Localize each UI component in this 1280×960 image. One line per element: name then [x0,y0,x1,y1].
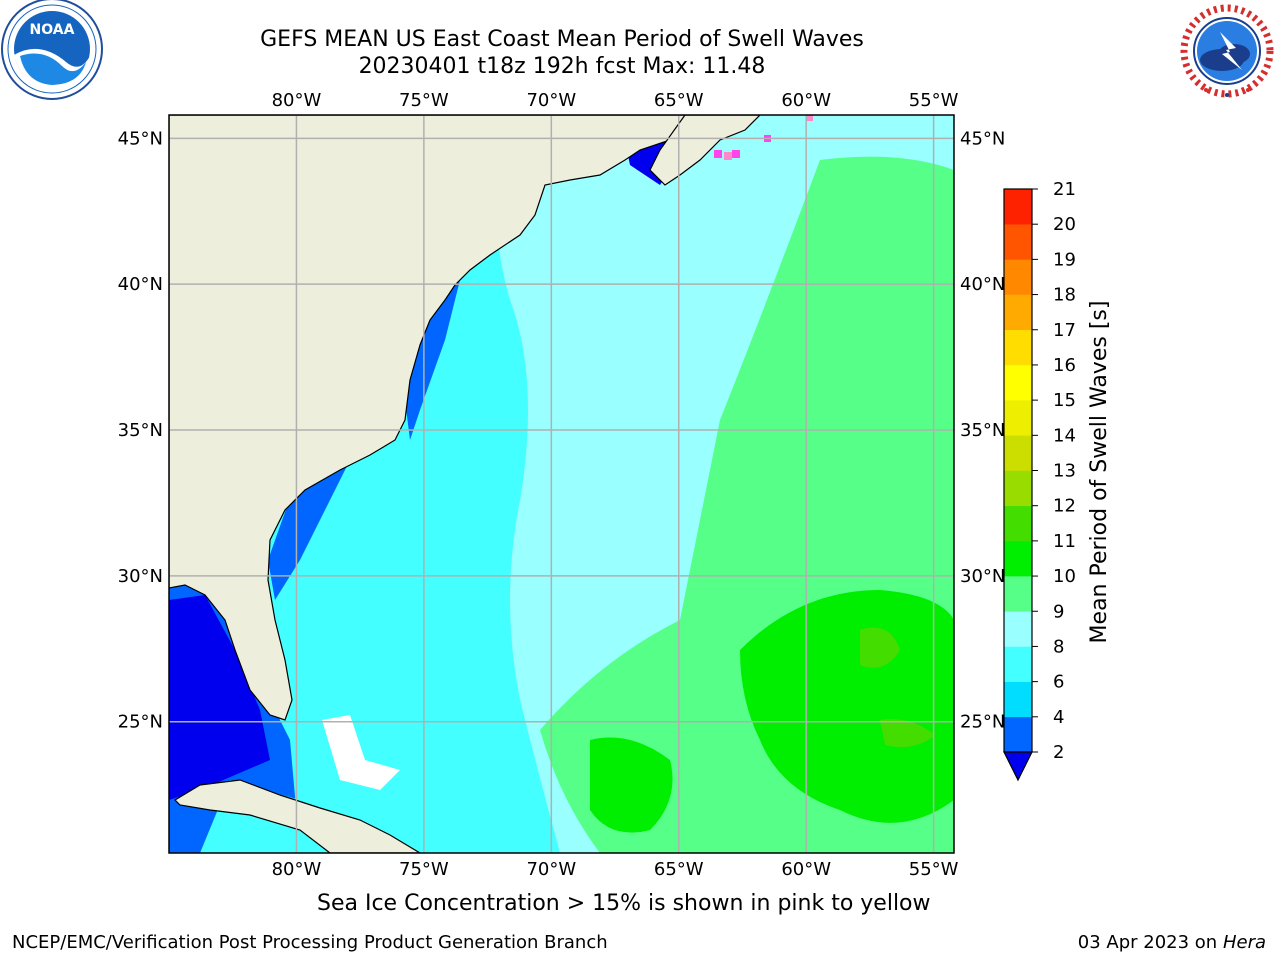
coastal-2-4s-band [268,440,360,600]
ocean-10-11s-patch [590,737,673,833]
lon-label-bottom: 75°W [399,859,449,880]
colorbar-segment [1004,329,1032,366]
sea-ice-pixel [732,150,740,158]
colorbar-tick-label: 4 [1053,707,1064,728]
bahamas-bank-nodata [322,715,400,790]
lon-label-top: 75°W [399,90,449,111]
colorbar-segment [1004,470,1032,506]
colorbar-segment [1004,611,1032,647]
colorbar-tick-label: 8 [1053,636,1064,657]
colorbar-segment [1004,505,1032,542]
footer-date-text: 03 Apr 2023 on [1077,932,1223,953]
colorbar-segment [1004,435,1032,471]
lat-label-left: 35°N [118,420,163,441]
colorbar: 2 4 6 8 9 10 11 12 13 14 15 16 17 18 19 20 21 [1003,179,1076,782]
nova-scotia-land [649,115,761,186]
lon-label-top: 55°W [909,90,959,111]
footer-date: 03 Apr 2023 on Hera [1078,932,1266,954]
colorbar-segment [1004,540,1032,577]
colorbar-tick-label: 15 [1053,390,1076,411]
colorbar-tick-label: 9 [1053,601,1064,622]
colorbar-segment [1004,400,1032,436]
lat-label-right: 30°N [960,566,1005,587]
coastal-2-4s-band [405,280,460,440]
lon-label-top: 65°W [654,90,704,111]
colorbar-segment [1004,681,1032,718]
map-frame [168,114,955,854]
svg-text:NOAA: NOAA [30,22,75,38]
lon-label-top: 80°W [272,90,322,111]
colorbar-tick-label: 11 [1053,531,1076,552]
colorbar-tick-label: 18 [1053,285,1076,306]
gulf-under-2s-field [169,595,270,800]
sea-ice-pixel [714,150,722,158]
footer-machine: Hera [1222,932,1266,953]
footer-branch: NCEP/EMC/Verification Post Processing Pr… [12,932,608,953]
lon-label-bottom: 65°W [654,859,704,880]
colorbar-tick-label: 19 [1053,249,1076,270]
cuba-land [174,779,422,853]
colorbar-segment [1004,259,1032,295]
lat-label-right: 25°N [960,712,1005,733]
sea-ice-note: Sea Ice Concentration > 15% is shown in … [317,891,931,916]
graticule [169,115,954,853]
lat-label-right: 35°N [960,420,1005,441]
sea-ice-pixel [724,152,732,160]
colorbar-segment [1004,576,1032,612]
colorbar-tick-label: 20 [1053,214,1076,235]
chart-subtitle: 20230401 t18z 192h fcst Max: 11.48 [358,54,766,79]
lat-label-left: 25°N [118,712,163,733]
colorbar-segment [1004,716,1032,753]
us-east-coast-land [169,115,686,721]
lon-label-top: 60°W [781,90,831,111]
colorbar-tick-label: 13 [1053,461,1076,482]
sea-ice-pixel [806,115,813,121]
colorbar-tick-label: 14 [1053,425,1076,446]
colorbar-tick-label: 6 [1053,672,1064,693]
lat-label-left: 30°N [118,566,163,587]
ocean-11-12s-patch [860,627,900,668]
lon-label-bottom: 55°W [909,859,959,880]
colorbar-segment [1004,364,1032,401]
colorbar-tick-label: 17 [1053,320,1076,341]
colorbar-tick-label: 12 [1053,496,1076,517]
colorbar-segment [1004,646,1032,682]
ocean-11-12s-patch [880,719,935,748]
ocean-10-11s-field [740,590,954,823]
colorbar-tick-label: 2 [1053,742,1064,763]
lat-label-right: 40°N [960,274,1005,295]
chart-title: GEFS MEAN US East Coast Mean Period of S… [260,27,864,52]
colorbar-under-arrow [1003,751,1033,782]
lon-label-top: 70°W [526,90,576,111]
lon-label-bottom: 60°W [781,859,831,880]
national-weather-service-logo [1179,3,1275,99]
lat-label-right: 45°N [960,128,1005,149]
colorbar-segment [1004,189,1032,225]
colorbar-segment [1004,294,1032,331]
colorbar-tick-label: 16 [1053,355,1076,376]
colorbar-tick-label: 21 [1053,179,1076,200]
noaa-logo: NOAA [1,0,103,100]
colorbar-segment [1004,224,1032,260]
lat-label-left: 45°N [118,128,163,149]
lon-label-bottom: 80°W [272,859,322,880]
lon-label-bottom: 70°W [526,859,576,880]
colorbar-label: Mean Period of Swell Waves [s] [1087,301,1112,644]
lat-label-left: 40°N [118,274,163,295]
colorbar-tick-label: 10 [1053,566,1076,587]
